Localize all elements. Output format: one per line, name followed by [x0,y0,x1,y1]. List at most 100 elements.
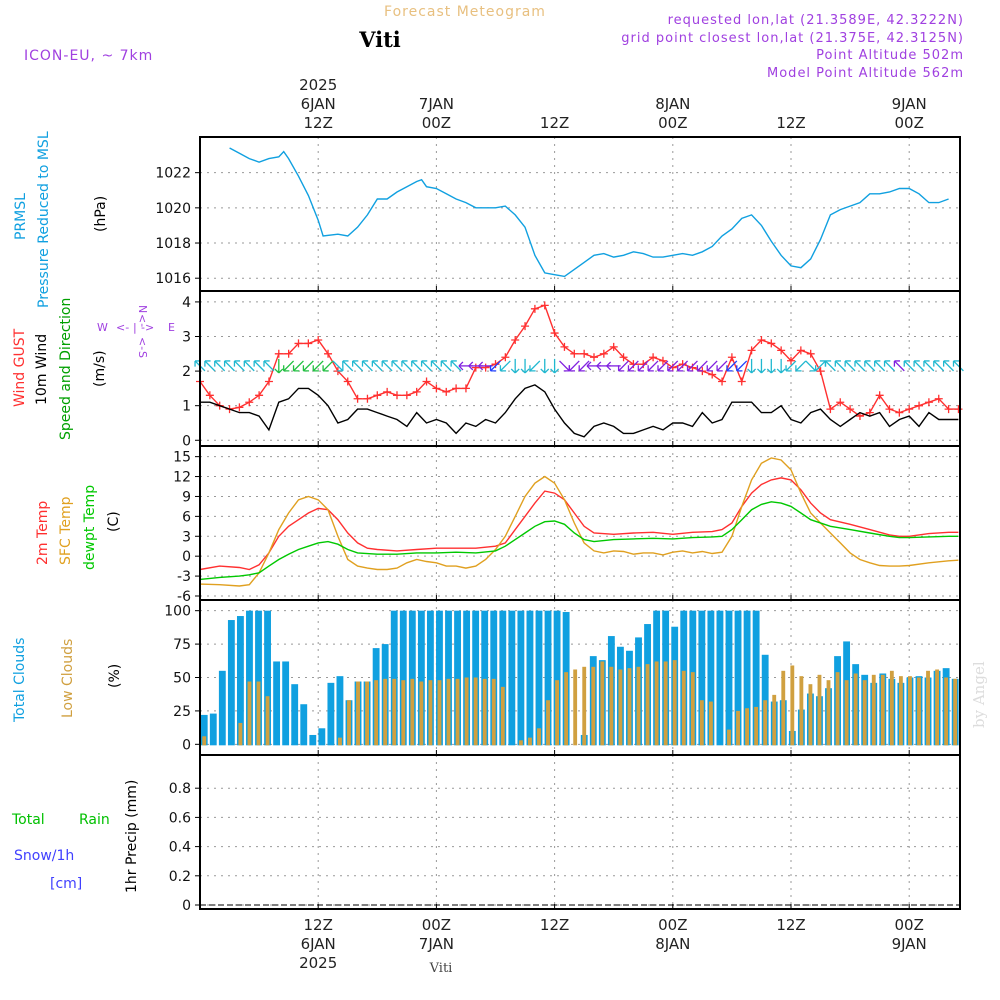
low-clouds-bar [455,678,460,746]
gust-marker [540,301,549,310]
low-clouds-bar [464,677,469,746]
total-clouds-bar [318,728,326,746]
wind-direction-arrow [263,360,275,372]
wind-direction-arrow [696,360,708,372]
y-tick-label: -3 [177,569,191,585]
wind-direction-arrow [627,360,639,372]
y-tick-label: 3 [182,529,191,545]
low-clouds-bar [500,686,505,746]
gust-marker [649,353,658,362]
low-clouds-bar [609,666,614,746]
y-tick-label: 4 [182,295,191,311]
wind-direction-arrowhead [785,365,792,372]
wind-direction-arrowhead [766,368,776,374]
precip-legend: Total Rain Snow/1h [cm] 1hr Precip (mm) [11,780,140,893]
total-clouds-bar [264,610,271,746]
low-clouds-bar [555,680,560,746]
wind-direction-arrow [371,360,383,372]
gust-marker [324,349,333,358]
low-clouds-bar [618,669,623,746]
wind-direction-arrow [874,360,886,372]
wind-direction-arrowhead [420,360,428,367]
wind-direction-arrowhead [706,365,713,372]
wind-direction-arrowhead [776,368,786,374]
low-clouds-bar [917,677,921,746]
wind-direction-arrow [953,360,964,372]
wind-direction-arrow [411,360,423,372]
time-axis-label: 9JAN [892,935,927,953]
y-tick-label: 12 [173,470,191,486]
time-axis-label: 12Z [304,114,333,132]
low-clouds-bar [763,700,768,746]
wind-direction-arrowhead [854,360,861,367]
gust-marker [944,405,953,414]
low-clouds-bar [727,729,731,746]
pressure-legend: PRMSL Pressure Reduced to MSL (hPa) [13,131,109,308]
time-axis-label: 9JAN [892,95,927,113]
clouds-y-label: (%) [107,664,123,688]
gust-marker [885,405,894,414]
gust-marker [590,353,598,362]
gust-marker [461,384,470,393]
wind-direction-arrowhead [586,361,592,371]
wind-direction-arrow [884,360,895,372]
time-axis-label: 2025 [299,76,337,94]
total-clouds-bar [517,610,525,746]
precip-legend-unit: [cm] [50,876,82,892]
total-clouds-bar [508,610,516,746]
y-tick-label: 0 [182,737,191,753]
wind-direction-arrowhead [883,360,891,367]
wind-direction-arrowhead [795,365,802,372]
wind-direction-arrowhead [952,360,960,367]
low-clouds-bar [338,737,342,746]
low-clouds-bar [898,676,903,746]
time-axis-label: 12Z [540,114,569,132]
temp-legend-dewpt: dewpt Temp [82,485,98,570]
wind-direction-arrow [677,360,689,372]
wind-direction-arrow [933,360,945,372]
gust-marker [865,408,874,417]
wind-direction-arrowhead [468,361,474,371]
wind-direction-arrowhead [903,360,910,367]
gust-marker [501,353,510,362]
y-tick-label: 0.4 [169,840,191,856]
gust-marker [570,349,579,358]
time-axis-label: 2025 [299,954,337,972]
gust-marker [402,391,411,400]
wind-direction-arrowhead [274,368,284,374]
gust-marker [432,384,441,393]
wind-direction-arrowhead [361,360,369,367]
low-clouds-bar [926,670,930,746]
gust-marker [629,360,638,369]
total-clouds-bar [526,610,534,746]
wind-direction-arrow [224,360,235,372]
y-tick-label: 2 [182,364,191,380]
compass-south-arrow: <- [136,337,149,350]
y-tick-label: 0 [182,433,191,449]
wind-legend-direction: Speed and Direction [58,298,74,440]
temp-legend-sfc: SFC Temp [58,496,74,565]
wind-direction-arrowhead [529,365,536,372]
wind-direction-arrowhead [627,365,635,372]
wind-direction-arrow [401,360,413,372]
wind-direction-arrow [421,360,432,372]
gust-marker [274,349,283,358]
low-clouds-bar [627,668,632,746]
wind-direction-arrowhead [834,360,841,367]
wind-direction-arrow [824,360,836,372]
clouds-panel: 0 25 50 75 100 [164,599,961,756]
y-tick-label: 1020 [155,201,191,217]
gust-marker [905,405,914,414]
time-axis-label: 12Z [540,916,569,934]
low-clouds-bar [745,708,750,746]
low-clouds-bar [600,661,605,746]
wind-direction-arrowhead [312,365,319,372]
wind-direction-arrowhead [440,360,447,367]
wind-direction-arrow [391,360,403,372]
low-clouds-bar [663,661,668,746]
low-clouds-bar [754,706,759,746]
gust-marker [924,398,933,407]
total-clouds-bar [236,616,244,746]
